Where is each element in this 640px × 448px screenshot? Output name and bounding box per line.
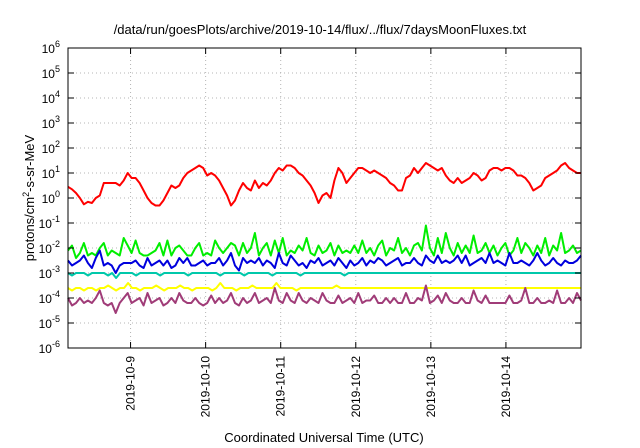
x-tick-label: 2019-10-11 <box>274 356 288 417</box>
y-tick-label: 103 <box>42 114 60 131</box>
y-tick-label: 10-3 <box>39 264 60 281</box>
series-line-1 <box>67 162 581 207</box>
series-line-5 <box>67 282 581 292</box>
y-tick-label: 10-1 <box>39 214 60 231</box>
series-layer <box>67 162 582 314</box>
x-axis-label: Coordinated Universal Time (UTC) <box>224 430 423 445</box>
x-tick-label: 2019-10-10 <box>199 356 213 418</box>
y-tick-label: 10-6 <box>39 339 60 356</box>
series-line-6 <box>67 284 582 314</box>
series-line-3 <box>67 249 582 274</box>
chart-title: /data/run/goesPlots/archive/2019-10-14/f… <box>114 22 527 37</box>
x-tick-label: 2019-10-12 <box>349 356 363 418</box>
y-tick-label: 10-4 <box>39 289 60 306</box>
y-tick-label: 105 <box>42 64 60 81</box>
y-tick-label: 104 <box>42 89 60 106</box>
x-tick-label: 2019-10-13 <box>424 356 438 418</box>
y-tick-label: 100 <box>42 189 60 206</box>
x-axis: 2019-10-9 2019-10-10 2019-10-11 2019-10-12 2… <box>124 48 513 417</box>
y-tick-label: 10-5 <box>39 314 60 331</box>
x-tick-label: 2019-10-9 <box>124 356 138 411</box>
y-tick-label: 101 <box>42 164 60 181</box>
y-axis: 10-6 10-5 10-4 10-3 10-2 10-1 100 101 102 103 104 1… <box>39 39 581 356</box>
x-tick-label: 2019-10-14 <box>499 356 513 418</box>
series-line-2 <box>67 224 582 259</box>
y-tick-label: 106 <box>42 39 60 56</box>
series-line-4 <box>67 272 581 279</box>
y-axis-label: protons/cm2-s-sr-MeV <box>21 134 37 261</box>
y-tick-label: 10-2 <box>39 239 60 256</box>
y-tick-label: 102 <box>42 139 60 156</box>
